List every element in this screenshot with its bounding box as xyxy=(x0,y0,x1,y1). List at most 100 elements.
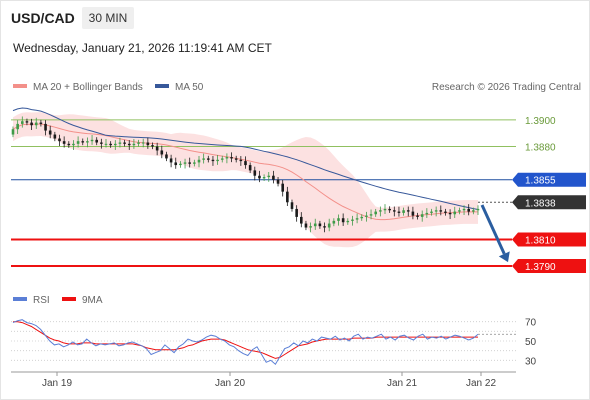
candle-body xyxy=(467,208,470,212)
candle-body xyxy=(197,159,201,163)
candle-body xyxy=(225,157,229,159)
candle xyxy=(132,139,136,149)
candle-body xyxy=(25,121,29,123)
candle xyxy=(34,117,38,129)
candle-body xyxy=(90,139,94,142)
candle-body xyxy=(388,208,391,211)
candle-body xyxy=(420,214,424,217)
candle xyxy=(425,208,429,218)
candle-body xyxy=(202,158,205,160)
candle xyxy=(318,220,322,229)
candle-body xyxy=(109,143,112,146)
time-tick-label: Jan 22 xyxy=(466,378,496,389)
candle xyxy=(276,177,280,187)
candle-body xyxy=(290,202,294,209)
candle xyxy=(193,159,196,167)
candle xyxy=(253,166,257,181)
candle-body xyxy=(262,177,266,179)
candle xyxy=(374,208,377,217)
candle-body xyxy=(272,175,275,180)
candle-body xyxy=(44,123,47,131)
candle xyxy=(239,156,243,166)
candle xyxy=(258,170,261,183)
candle xyxy=(383,204,387,214)
candle-body xyxy=(458,210,461,212)
candle-body xyxy=(355,218,359,220)
rsi-legend-swatch xyxy=(13,297,27,301)
time-tick-label: Jan 21 xyxy=(387,378,417,389)
candle xyxy=(25,118,29,126)
candle xyxy=(114,140,117,150)
candle-body xyxy=(295,208,298,217)
level-tag-1.3790 xyxy=(512,259,586,274)
candle xyxy=(323,222,326,233)
candle xyxy=(21,116,24,128)
candle-body xyxy=(95,139,98,143)
candle xyxy=(86,137,89,148)
candle xyxy=(388,206,391,213)
time-tick-label: Jan 20 xyxy=(215,378,245,389)
candle-body xyxy=(286,191,289,203)
candle-body xyxy=(434,210,438,212)
candle-body xyxy=(188,162,191,164)
candle xyxy=(462,205,466,216)
chart-date: Wednesday, January 21, 2026 11:19:41 AM … xyxy=(13,41,272,55)
candle xyxy=(141,138,145,148)
candle xyxy=(188,157,191,168)
candle xyxy=(225,153,229,164)
candle-body xyxy=(248,165,252,171)
ma20-legend-swatch xyxy=(13,84,27,88)
candle-body xyxy=(76,141,80,144)
candle xyxy=(248,162,252,174)
candle-body xyxy=(374,211,377,215)
rsi-legend-label: RSI xyxy=(33,295,50,306)
rsi-ma-legend-swatch xyxy=(62,297,76,301)
level-label-1.3880: 1.3880 xyxy=(525,142,556,153)
candle xyxy=(262,174,266,182)
candle-body xyxy=(239,159,243,162)
level-tag-1.3810 xyxy=(512,232,586,247)
candle xyxy=(281,179,284,197)
candle xyxy=(406,206,410,217)
candle-body xyxy=(11,129,15,135)
candle-body xyxy=(155,146,159,151)
candle xyxy=(197,156,201,168)
candle-body xyxy=(211,159,215,162)
candle-body xyxy=(444,211,447,213)
timeframe-button[interactable]: 30 MIN xyxy=(82,7,134,29)
candle xyxy=(72,140,75,150)
candle-body xyxy=(313,223,317,227)
candle xyxy=(146,137,150,149)
candle-body xyxy=(323,226,326,228)
candle-body xyxy=(220,158,224,160)
candle xyxy=(109,141,112,148)
ma50-legend-label: MA 50 xyxy=(175,82,204,93)
candle-body xyxy=(193,162,196,164)
candle xyxy=(402,207,405,216)
candle-body xyxy=(72,143,75,146)
candle-body xyxy=(169,158,173,163)
candle-body xyxy=(439,210,443,212)
candle xyxy=(332,218,336,227)
candlesticks xyxy=(11,116,480,233)
candle-body xyxy=(132,143,136,146)
candle-body xyxy=(183,162,187,164)
candle-body xyxy=(151,145,154,147)
candle xyxy=(453,206,457,218)
candle xyxy=(430,208,433,216)
candle-body xyxy=(351,219,354,221)
candle xyxy=(346,218,350,225)
rsi-ma-legend-label: 9MA xyxy=(82,295,103,306)
candle xyxy=(448,209,452,220)
candle-body xyxy=(114,143,117,146)
level-label-1.3855: 1.3855 xyxy=(525,176,556,187)
level-tag-1.3838 xyxy=(512,195,586,210)
projection-arrow-head xyxy=(498,251,510,263)
candle xyxy=(304,220,308,231)
research-credit: Research © 2026 Trading Central xyxy=(432,82,581,93)
candle-body xyxy=(453,211,457,215)
key-levels xyxy=(11,119,516,268)
candle-body xyxy=(300,216,303,224)
candle-body xyxy=(244,161,247,166)
candle-body xyxy=(230,157,233,159)
